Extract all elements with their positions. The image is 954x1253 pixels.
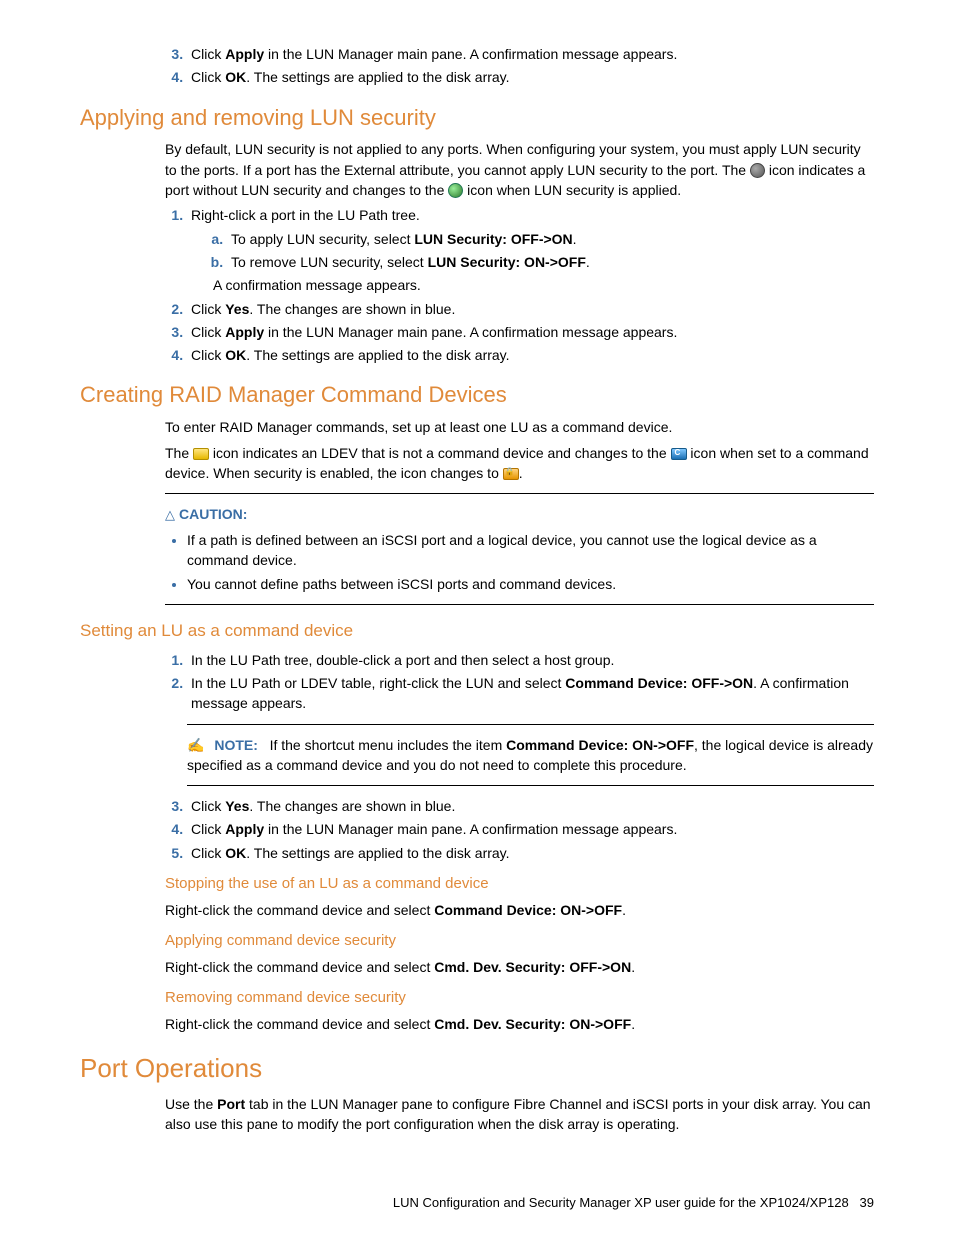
page-footer: LUN Configuration and Security Manager X… (80, 1194, 874, 1213)
separator (187, 724, 874, 725)
sec3-step-5: Click OK. The settings are applied to th… (187, 843, 874, 863)
separator (165, 604, 874, 605)
note-hand-icon: ✍ (187, 737, 204, 753)
sec1-step-1: Right-click a port in the LU Path tree. … (187, 205, 874, 295)
separator (165, 493, 874, 494)
sec1-confirm-text: A confirmation message appears. (213, 275, 874, 295)
sec1-sub-a: To apply LUN security, select LUN Securi… (227, 229, 874, 249)
ldev-secure-icon (503, 468, 519, 480)
page-number: 39 (860, 1195, 874, 1210)
footer-text: LUN Configuration and Security Manager X… (393, 1195, 849, 1210)
note-text: ✍ NOTE: If the shortcut menu includes th… (187, 735, 874, 776)
sec3-remove-text: Right-click the command device and selec… (165, 1014, 874, 1034)
step-3: Click Apply in the LUN Manager main pane… (187, 44, 874, 64)
sec1-step-2: Click Yes. The changes are shown in blue… (187, 299, 874, 319)
sec3-stop-text: Right-click the command device and selec… (165, 900, 874, 920)
caution-heading: △CAUTION: (165, 504, 874, 525)
sec1-sub-b: To remove LUN security, select LUN Secur… (227, 252, 874, 272)
heading-removing-cmd-security: Removing command device security (165, 987, 874, 1009)
sec1-step-4: Click OK. The settings are applied to th… (187, 345, 874, 365)
sec1-step-3: Click Apply in the LUN Manager main pane… (187, 322, 874, 342)
ldev-cmd-icon (671, 448, 687, 460)
sec3-step-4: Click Apply in the LUN Manager main pane… (187, 819, 874, 839)
sec1-substeps: To apply LUN security, select LUN Securi… (209, 229, 874, 273)
heading-setting-lu-cmd-device: Setting an LU as a command device (80, 619, 874, 644)
sec3-steps-a: In the LU Path tree, double-click a port… (165, 650, 874, 714)
heading-stopping-lu-cmd: Stopping the use of an LU as a command d… (165, 873, 874, 895)
caution-triangle-icon: △ (165, 507, 175, 522)
page-content: Click Apply in the LUN Manager main pane… (165, 44, 874, 1134)
ldev-yellow-icon (193, 448, 209, 460)
heading-creating-raid-manager: Creating RAID Manager Command Devices (80, 379, 874, 411)
globe-grey-icon (750, 163, 765, 178)
caution-item-1: If a path is defined between an iSCSI po… (187, 530, 874, 571)
sec3-step-2: In the LU Path or LDEV table, right-clic… (187, 673, 874, 714)
sec3-steps-b: Click Yes. The changes are shown in blue… (165, 796, 874, 863)
separator (187, 785, 874, 786)
top-ordered-list: Click Apply in the LUN Manager main pane… (165, 44, 874, 88)
heading-applying-lun-security: Applying and removing LUN security (80, 102, 874, 134)
sec2-p1: To enter RAID Manager commands, set up a… (165, 417, 874, 437)
sec1-steps: Right-click a port in the LU Path tree. … (165, 205, 874, 365)
globe-green-icon (448, 183, 463, 198)
sec1-intro: By default, LUN security is not applied … (165, 139, 874, 200)
heading-applying-cmd-security: Applying command device security (165, 930, 874, 952)
caution-list: If a path is defined between an iSCSI po… (165, 530, 874, 594)
sec2-p2: The icon indicates an LDEV that is not a… (165, 443, 874, 484)
note-box: ✍ NOTE: If the shortcut menu includes th… (187, 724, 874, 787)
sec4-p1: Use the Port tab in the LUN Manager pane… (165, 1094, 874, 1135)
sec3-step-1: In the LU Path tree, double-click a port… (187, 650, 874, 670)
step-4: Click OK. The settings are applied to th… (187, 67, 874, 87)
caution-item-2: You cannot define paths between iSCSI po… (187, 574, 874, 594)
sec3-step-3: Click Yes. The changes are shown in blue… (187, 796, 874, 816)
heading-port-operations: Port Operations (80, 1050, 874, 1088)
sec3-apply-text: Right-click the command device and selec… (165, 957, 874, 977)
